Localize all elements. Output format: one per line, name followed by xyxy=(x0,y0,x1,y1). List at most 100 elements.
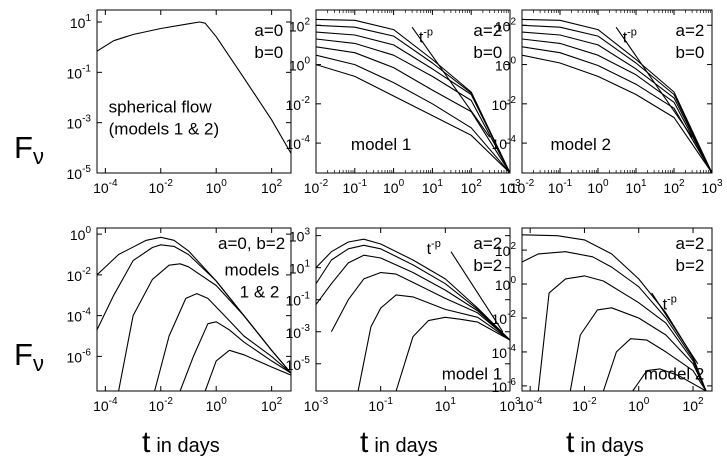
x-tick-label: 103 xyxy=(499,178,521,196)
x-tick-label: 102 xyxy=(682,396,704,414)
x-tick-mantissa: 10 xyxy=(461,180,477,196)
y-tick-mantissa: 10 xyxy=(67,116,83,132)
series-line-6 xyxy=(522,54,712,173)
x-tick-mantissa: 10 xyxy=(93,180,109,196)
panel-annotation: model 1 xyxy=(442,365,502,384)
x-tick-exponent: 3 xyxy=(515,178,521,189)
y-tick-label: 101 xyxy=(70,13,92,31)
x-tick-label: 102 xyxy=(461,178,483,196)
y-axis-label-bottom: Fν xyxy=(14,337,44,376)
x-tick-exponent: 0 xyxy=(603,178,609,189)
y-tick-exponent: -4 xyxy=(507,134,516,145)
x-label-left-rest: in days xyxy=(156,435,219,457)
x-tick-mantissa: 10 xyxy=(572,398,588,414)
series-line-7 xyxy=(651,292,699,365)
y-tick-exponent: -5 xyxy=(301,355,310,366)
x-tick-label: 10-1 xyxy=(343,178,368,196)
x-tick-exponent: -1 xyxy=(384,396,393,407)
x-tick-exponent: 1 xyxy=(641,178,647,189)
plot-frame xyxy=(521,227,713,392)
y-tick-mantissa: 10 xyxy=(67,349,83,365)
series-line-3 xyxy=(522,31,712,173)
panel-annotation: model 2 xyxy=(644,365,704,384)
y-tick-mantissa: 10 xyxy=(286,293,302,309)
x-tick-mantissa: 10 xyxy=(587,180,603,196)
x-tick-label: 103 xyxy=(499,396,521,414)
y-label-top-sub: ν xyxy=(33,144,44,169)
x-tick-exponent: 2 xyxy=(476,178,482,189)
x-tick-label: 10-1 xyxy=(548,178,573,196)
plot-frame xyxy=(96,227,292,392)
y-tick-mantissa: 10 xyxy=(495,58,511,74)
y-tick-exponent: -6 xyxy=(82,347,91,358)
series-line-4 xyxy=(569,307,707,391)
y-label-bottom-main: F xyxy=(14,337,33,372)
series-group xyxy=(97,21,291,154)
x-tick-label: 10-2 xyxy=(149,178,174,196)
y-tick-exponent: -2 xyxy=(507,309,516,320)
x-tick-label: 101 xyxy=(422,178,444,196)
y-label-bottom-sub: ν xyxy=(33,351,44,376)
y-tick-label: 10-3 xyxy=(286,323,311,341)
x-tick-mantissa: 10 xyxy=(422,180,438,196)
y-tick-mantissa: 10 xyxy=(70,227,86,243)
series-line-1 xyxy=(97,21,291,154)
x-tick-label: 10-2 xyxy=(510,178,535,196)
y-tick-exponent: 2 xyxy=(510,16,516,27)
x-tick-mantissa: 10 xyxy=(499,180,515,196)
power-law-exponent: -p xyxy=(627,27,637,39)
y-tick-label: 103 xyxy=(289,227,311,245)
series-line-1 xyxy=(522,18,712,173)
y-tick-mantissa: 10 xyxy=(67,65,83,81)
series-line-5 xyxy=(357,294,510,391)
x-tick-exponent: 0 xyxy=(399,178,405,189)
x-label-middle-main: t xyxy=(360,426,369,459)
y-tick-mantissa: 10 xyxy=(70,15,86,31)
series-line-5 xyxy=(179,321,291,391)
x-tick-mantissa: 10 xyxy=(149,180,165,196)
y-tick-label: 10-4 xyxy=(286,134,311,152)
x-tick-mantissa: 10 xyxy=(343,180,359,196)
x-tick-label: 101 xyxy=(435,396,457,414)
series-line-6 xyxy=(395,316,510,391)
x-tick-exponent: 2 xyxy=(277,178,283,189)
x-tick-exponent: 2 xyxy=(698,396,704,407)
y-tick-exponent: -4 xyxy=(82,307,91,318)
y-tick-exponent: 2 xyxy=(304,16,310,27)
plot-frame xyxy=(96,9,292,174)
y-tick-mantissa: 10 xyxy=(286,357,302,373)
power-law-base: t xyxy=(419,30,424,47)
power-law-label: t-p xyxy=(419,27,433,47)
y-tick-label: 10-6 xyxy=(67,347,92,365)
panel-annotation: a=2 xyxy=(676,234,705,253)
series-line-5 xyxy=(602,338,707,391)
power-law-base: t xyxy=(427,241,432,258)
x-tick-label: 10-4 xyxy=(93,178,118,196)
power-law-label: t-p xyxy=(663,294,677,314)
y-tick-label: 100 xyxy=(289,56,311,74)
series-line-8 xyxy=(411,26,491,138)
series-line-7 xyxy=(316,64,510,173)
y-tick-exponent: -1 xyxy=(301,291,310,302)
series-line-4 xyxy=(330,271,510,341)
panel-annotation: b=2 xyxy=(473,256,502,275)
series-line-3 xyxy=(118,263,291,391)
y-tick-mantissa: 10 xyxy=(492,311,508,327)
x-tick-label: 102 xyxy=(261,178,283,196)
y-tick-exponent: 0 xyxy=(510,275,516,286)
series-line-5 xyxy=(316,46,510,173)
y-tick-mantissa: 10 xyxy=(286,136,302,152)
y-tick-exponent: 0 xyxy=(85,225,91,236)
series-line-1 xyxy=(316,238,510,341)
y-tick-exponent: 1 xyxy=(304,259,310,270)
series-line-7 xyxy=(615,26,693,138)
series-group xyxy=(97,236,291,391)
panel-annotation: models xyxy=(225,260,280,279)
y-tick-label: 100 xyxy=(495,275,517,293)
panel-annotation: a=0, b=2 xyxy=(218,234,285,253)
panel-annotation: 1 & 2 xyxy=(240,282,280,301)
panel-annotation: model 1 xyxy=(351,135,411,154)
series-line-4 xyxy=(154,293,291,391)
plot-frame xyxy=(315,9,511,174)
